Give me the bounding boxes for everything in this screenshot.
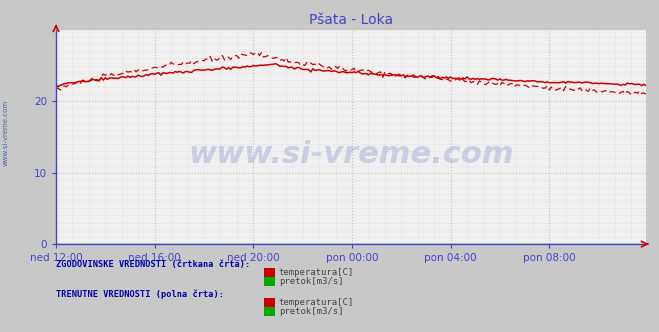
Text: temperatura[C]: temperatura[C]: [279, 268, 354, 278]
Text: www.si-vreme.com: www.si-vreme.com: [188, 139, 514, 169]
Title: Pšata - Loka: Pšata - Loka: [309, 13, 393, 27]
Text: ZGODOVINSKE VREDNOSTI (črtkana črta):: ZGODOVINSKE VREDNOSTI (črtkana črta):: [56, 260, 250, 269]
Text: pretok[m3/s]: pretok[m3/s]: [279, 277, 343, 287]
Text: pretok[m3/s]: pretok[m3/s]: [279, 307, 343, 316]
Text: TRENUTNE VREDNOSTI (polna črta):: TRENUTNE VREDNOSTI (polna črta):: [56, 290, 224, 299]
Text: www.si-vreme.com: www.si-vreme.com: [2, 100, 9, 166]
Text: temperatura[C]: temperatura[C]: [279, 298, 354, 307]
